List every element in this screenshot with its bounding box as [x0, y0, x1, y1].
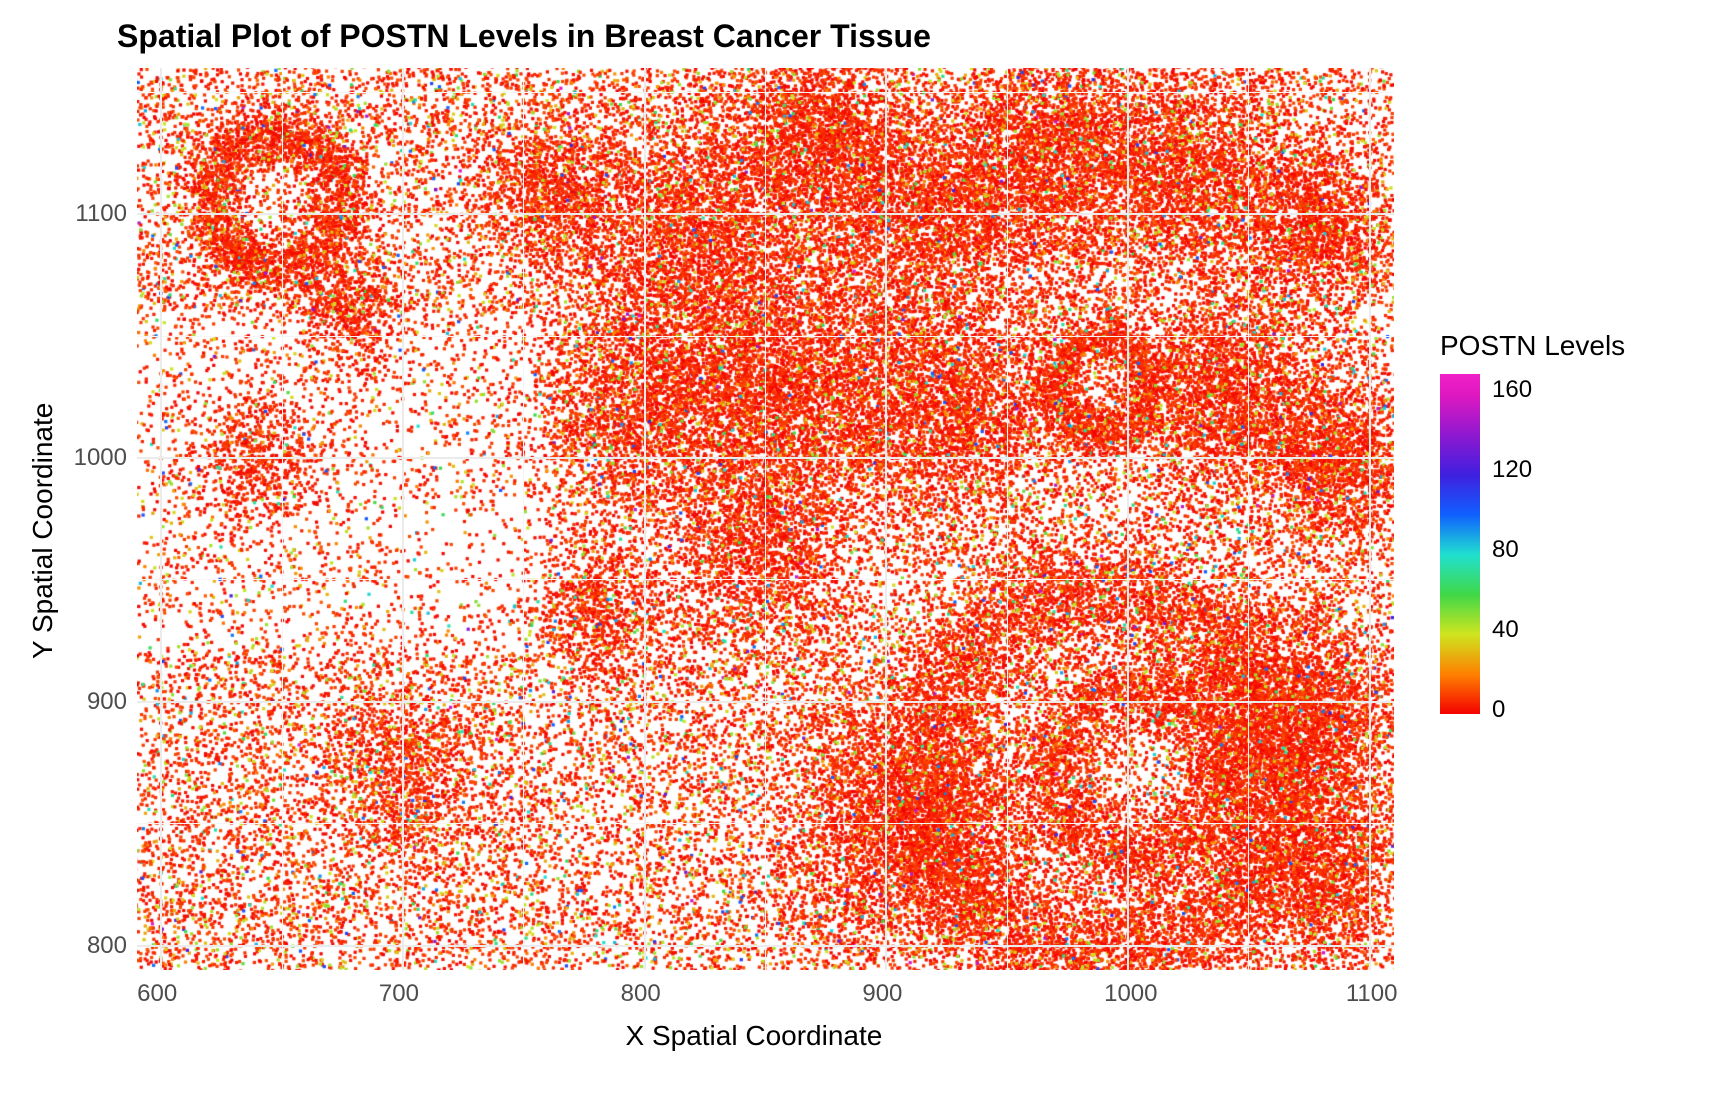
chart-title: Spatial Plot of POSTN Levels in Breast C… [117, 18, 931, 55]
x-axis-label: X Spatial Coordinate [626, 1020, 883, 1052]
x-tick-label: 900 [862, 980, 902, 1008]
gridline-major [137, 945, 1394, 947]
gridline-minor [765, 68, 766, 970]
gridline-major [137, 457, 1394, 459]
legend-tick-label: 0 [1492, 696, 1505, 724]
legend-tick-label: 160 [1492, 376, 1532, 404]
x-tick-label: 600 [137, 980, 177, 1008]
legend-tick-label: 80 [1492, 536, 1519, 564]
legend-title: POSTN Levels [1440, 330, 1625, 362]
gridline-minor [523, 68, 524, 970]
gridline-minor [282, 68, 283, 970]
gridline-minor [1248, 68, 1249, 970]
gridline-major [137, 701, 1394, 703]
x-tick-label: 1100 [1346, 980, 1398, 1008]
y-tick-label: 1000 [57, 444, 127, 472]
x-tick-label: 700 [379, 980, 419, 1008]
legend-tick-label: 120 [1492, 456, 1532, 484]
gridline-minor [137, 579, 1394, 580]
gridline-major [160, 68, 162, 970]
color-legend: POSTN Levels 04080120160 [1440, 330, 1625, 714]
x-tick-label: 800 [621, 980, 661, 1008]
plot-panel [137, 68, 1394, 970]
gridline-minor [137, 823, 1394, 824]
gridline-minor [137, 336, 1394, 337]
legend-colorbar [1440, 374, 1480, 714]
y-tick-label: 900 [57, 688, 127, 716]
gridline-major [1127, 68, 1129, 970]
gridline-minor [1007, 68, 1008, 970]
gridline-major [1369, 68, 1371, 970]
gridline-minor [137, 92, 1394, 93]
y-tick-label: 1100 [57, 200, 127, 228]
gridline-major [644, 68, 646, 970]
chart-container: Spatial Plot of POSTN Levels in Breast C… [0, 0, 1728, 1093]
x-tick-label: 1000 [1104, 980, 1157, 1008]
gridline-major [885, 68, 887, 970]
gridline-major [137, 213, 1394, 215]
gridline-major [402, 68, 404, 970]
y-axis-label: Y Spatial Coordinate [27, 403, 59, 659]
y-tick-label: 800 [57, 932, 127, 960]
legend-tick-label: 40 [1492, 616, 1519, 644]
